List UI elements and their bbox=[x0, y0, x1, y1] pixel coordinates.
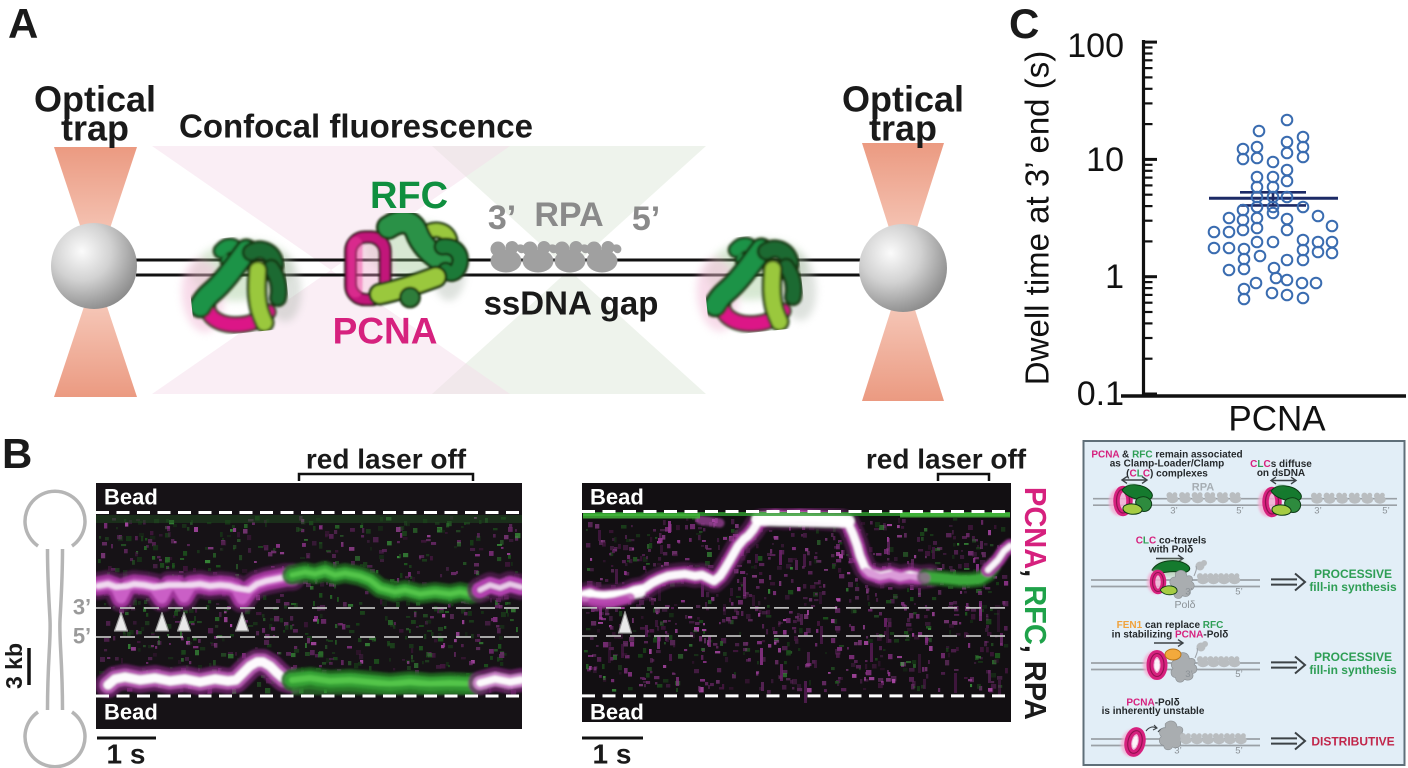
svg-text:0.1: 0.1 bbox=[1077, 375, 1124, 413]
svg-text:5’: 5’ bbox=[73, 624, 91, 649]
svg-text:1 s: 1 s bbox=[593, 739, 632, 768]
svg-text:5’: 5’ bbox=[632, 200, 660, 238]
svg-text:red laser off: red laser off bbox=[306, 444, 467, 475]
svg-text:PCNA & RFC remain associated: PCNA & RFC remain associated bbox=[1091, 449, 1242, 460]
svg-text:Bead: Bead bbox=[590, 485, 644, 510]
svg-text:3’: 3’ bbox=[1170, 506, 1177, 517]
svg-text:Bead: Bead bbox=[104, 485, 158, 510]
svg-text:with Polδ: with Polδ bbox=[1148, 545, 1193, 556]
svg-text:in stabilizing PCNA-Polδ: in stabilizing PCNA-Polδ bbox=[1112, 629, 1229, 640]
svg-text:red laser off: red laser off bbox=[866, 444, 1027, 475]
svg-text:CLC co-travels: CLC co-travels bbox=[1136, 535, 1207, 546]
svg-text:ssDNA gap: ssDNA gap bbox=[484, 285, 659, 322]
svg-text:(CLC) complexes: (CLC) complexes bbox=[1126, 468, 1208, 479]
svg-text:fill-in synthesis: fill-in synthesis bbox=[1309, 663, 1397, 677]
svg-text:10: 10 bbox=[1086, 141, 1124, 179]
svg-text:3’: 3’ bbox=[1185, 587, 1192, 598]
svg-text:Polδ: Polδ bbox=[1174, 599, 1195, 611]
svg-text:fill-in synthesis: fill-in synthesis bbox=[1309, 580, 1397, 594]
svg-text:PROCESSIVE: PROCESSIVE bbox=[1314, 567, 1392, 581]
svg-text:on dsDNA: on dsDNA bbox=[1257, 468, 1305, 479]
svg-text:FEN1 can replace RFC: FEN1 can replace RFC bbox=[1117, 620, 1224, 631]
svg-text:5’: 5’ bbox=[1235, 587, 1242, 598]
svg-text:Dwell time at 3’ end (s): Dwell time at 3’ end (s) bbox=[1019, 51, 1056, 385]
svg-text:Bead: Bead bbox=[590, 700, 644, 725]
svg-text:1 s: 1 s bbox=[107, 739, 146, 768]
svg-text:PROCESSIVE: PROCESSIVE bbox=[1314, 650, 1392, 664]
svg-text:C: C bbox=[1009, 0, 1039, 47]
svg-text:3 kb: 3 kb bbox=[1, 643, 27, 689]
svg-text:Bead: Bead bbox=[104, 700, 158, 725]
svg-text:1: 1 bbox=[1105, 258, 1124, 296]
svg-text:Optical: Optical bbox=[842, 79, 964, 120]
svg-text:100: 100 bbox=[1067, 27, 1124, 65]
svg-text:3’: 3’ bbox=[1185, 669, 1192, 680]
svg-text:5’: 5’ bbox=[1236, 506, 1243, 517]
svg-text:5’: 5’ bbox=[1235, 669, 1242, 680]
svg-text:3’: 3’ bbox=[1174, 746, 1181, 757]
svg-text:RPA: RPA bbox=[534, 196, 603, 234]
svg-text:3’: 3’ bbox=[1314, 506, 1321, 517]
svg-text:Confocal fluorescence: Confocal fluorescence bbox=[179, 108, 533, 145]
svg-text:trap: trap bbox=[61, 108, 129, 149]
svg-text:CLCs diffuse: CLCs diffuse bbox=[1250, 459, 1312, 470]
svg-text:PCNA-Polδ: PCNA-Polδ bbox=[1126, 697, 1179, 708]
svg-text:B: B bbox=[2, 430, 32, 477]
svg-text:RPA: RPA bbox=[1192, 482, 1214, 494]
svg-text:trap: trap bbox=[869, 108, 937, 149]
svg-text:DISTRIBUTIVE: DISTRIBUTIVE bbox=[1311, 735, 1394, 749]
svg-text:is inherently unstable: is inherently unstable bbox=[1102, 706, 1205, 717]
svg-text:3’: 3’ bbox=[488, 199, 516, 237]
svg-text:Optical: Optical bbox=[34, 79, 156, 120]
svg-text:PCNA: PCNA bbox=[333, 311, 438, 352]
svg-text:RFC: RFC bbox=[370, 175, 448, 217]
svg-text:PCNA, RFC, RPA: PCNA, RFC, RPA bbox=[1019, 487, 1054, 720]
svg-text:PCNA: PCNA bbox=[1228, 400, 1326, 439]
svg-text:as Clamp-Loader/Clamp: as Clamp-Loader/Clamp bbox=[1110, 459, 1224, 470]
svg-text:5’: 5’ bbox=[1235, 746, 1242, 757]
svg-text:5’: 5’ bbox=[1382, 506, 1389, 517]
svg-text:3’: 3’ bbox=[73, 595, 91, 620]
svg-text:A: A bbox=[8, 0, 38, 47]
